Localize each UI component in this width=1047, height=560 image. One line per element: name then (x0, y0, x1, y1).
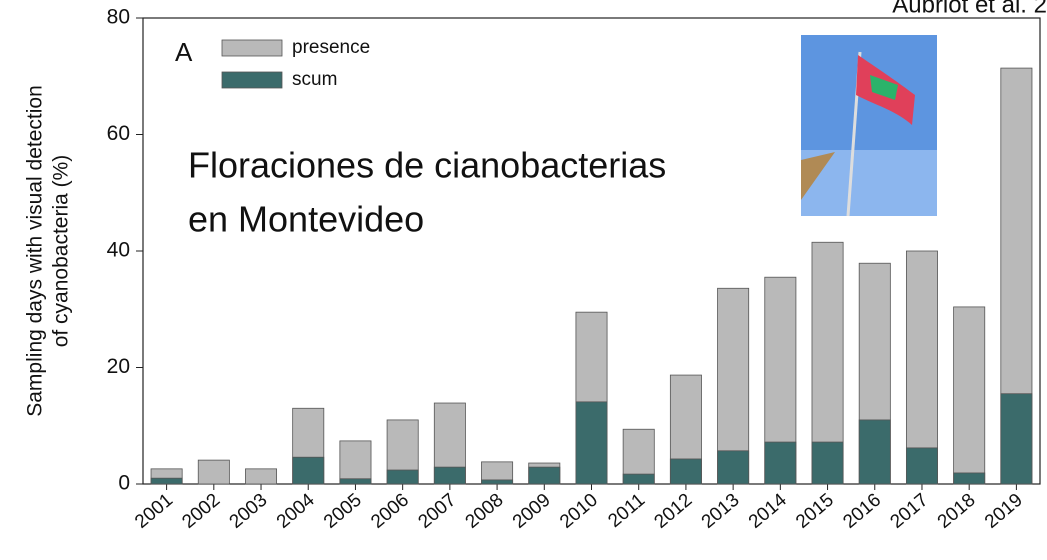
bar (670, 459, 701, 484)
y-tick-label: 0 (118, 472, 130, 495)
bar (954, 307, 985, 484)
y-axis-label: of cyanobacteria (%) (50, 155, 73, 348)
x-tick-label: 2003 (226, 490, 272, 533)
bar (576, 402, 607, 484)
x-tick-label: 2015 (792, 490, 838, 533)
x-tick-label: 2013 (698, 490, 744, 533)
bar (293, 457, 324, 484)
y-tick-label: 40 (107, 239, 130, 262)
overlay-text: Floraciones de cianobacterias (188, 145, 666, 186)
x-tick-label: 2006 (367, 490, 413, 533)
bar (954, 473, 985, 484)
x-tick-label: 2019 (981, 490, 1027, 533)
bar (1001, 394, 1032, 484)
legend-label: scum (292, 69, 337, 90)
bar (151, 478, 182, 484)
overlay-text: en Montevideo (188, 199, 424, 240)
bar (906, 448, 937, 484)
bar (859, 420, 890, 484)
x-tick-label: 2007 (414, 490, 460, 533)
x-tick-label: 2018 (934, 490, 980, 533)
bar (812, 442, 843, 484)
x-tick-label: 2014 (745, 489, 791, 533)
bar (529, 467, 560, 484)
bar (340, 479, 371, 484)
y-tick-label: 80 (107, 6, 130, 29)
photo (801, 35, 937, 216)
x-tick-label: 2017 (887, 490, 933, 533)
bar (434, 467, 465, 484)
x-tick-label: 2004 (273, 489, 319, 533)
x-tick-label: 2012 (650, 490, 696, 533)
legend-label: presence (292, 37, 370, 58)
y-tick-label: 60 (107, 122, 130, 145)
x-tick-label: 2008 (462, 490, 508, 533)
bar (198, 460, 229, 484)
y-tick-label: 20 (107, 355, 130, 378)
x-tick-label: 2005 (320, 490, 366, 533)
chart: Aubriot et al. 2 A Floraciones de cianob… (0, 0, 1047, 555)
x-tick-label: 2009 (509, 490, 555, 533)
bar (765, 442, 796, 484)
bar (481, 480, 512, 484)
bar (623, 474, 654, 484)
x-tick-label: 2002 (178, 490, 224, 533)
bar (340, 441, 371, 484)
bar (387, 470, 418, 484)
y-axis-label: Sampling days with visual detection (24, 85, 47, 417)
x-tick-label: 2011 (604, 490, 649, 532)
x-tick-label: 2001 (131, 490, 177, 533)
source: Aubriot et al. 2 (892, 0, 1047, 18)
panel-label: A (175, 37, 193, 67)
legend-swatch (222, 40, 282, 56)
x-tick-label: 2016 (839, 490, 885, 533)
legend-swatch (222, 72, 282, 88)
bar (718, 451, 749, 484)
x-tick-label: 2010 (556, 490, 602, 533)
bar (245, 469, 276, 484)
